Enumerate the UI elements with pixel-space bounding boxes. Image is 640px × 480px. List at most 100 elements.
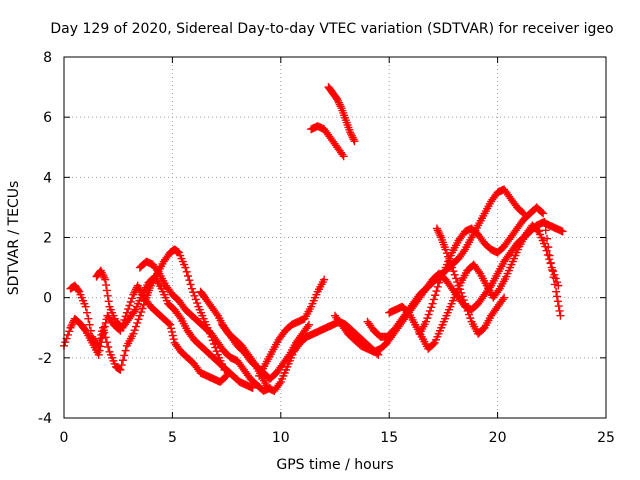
y-tick-label: 8 (43, 50, 52, 66)
data-point (303, 322, 312, 331)
data-point (544, 243, 553, 252)
data-point (543, 234, 552, 243)
data-point (554, 281, 563, 290)
data-point (546, 258, 555, 267)
data-point (94, 350, 103, 359)
data-point (494, 286, 503, 295)
data-point (133, 318, 142, 327)
data-point (100, 328, 109, 337)
data-point (96, 334, 105, 343)
data-point (130, 326, 139, 335)
data-point (459, 247, 468, 256)
data-point (498, 295, 507, 304)
data-point (427, 303, 436, 312)
data-point (99, 272, 108, 281)
data-point (554, 302, 563, 311)
data-point (134, 315, 143, 324)
data-point (320, 275, 329, 284)
data-point (549, 273, 558, 282)
data-point (457, 288, 466, 297)
data-point (435, 229, 444, 238)
data-point (130, 307, 139, 316)
x-tick-label: 5 (168, 430, 177, 446)
data-point (537, 208, 546, 217)
data-point (184, 272, 193, 281)
data-point (67, 321, 76, 330)
y-tick-label: 0 (43, 291, 52, 307)
data-point (429, 295, 438, 304)
data-point (275, 379, 284, 388)
data-point (175, 312, 184, 321)
data-point (349, 135, 358, 144)
data-point (539, 209, 548, 218)
data-point (104, 343, 113, 352)
data-point (189, 288, 198, 297)
data-point (500, 293, 509, 302)
data-point (193, 299, 202, 308)
data-point (186, 280, 195, 289)
data-point (63, 330, 72, 339)
data-point (545, 251, 554, 260)
data-point (118, 356, 127, 365)
data-point (423, 314, 432, 323)
data-point (212, 309, 221, 318)
data-point (103, 291, 112, 300)
data-point (187, 284, 196, 293)
data-point (100, 273, 109, 282)
data-point (552, 287, 561, 296)
data-point (86, 326, 95, 335)
x-axis-label: GPS time / hours (276, 457, 394, 473)
data-point (433, 226, 442, 235)
data-point (474, 267, 483, 276)
data-point (212, 347, 221, 356)
data-point (454, 281, 463, 290)
data-point (550, 280, 559, 289)
data-point (99, 323, 108, 332)
data-point (455, 285, 464, 294)
y-axis-label: SDTVAR / TECUs (6, 180, 22, 296)
data-point (101, 318, 110, 327)
data-point (334, 96, 343, 105)
data-point (432, 224, 441, 233)
data-point (84, 314, 93, 323)
data-point (138, 304, 147, 313)
data-point (556, 311, 565, 320)
data-point (190, 291, 199, 300)
x-tick-label: 0 (60, 430, 69, 446)
data-point (446, 259, 455, 268)
data-point (128, 294, 137, 303)
data-point (129, 329, 138, 338)
data-point (553, 292, 562, 301)
data-point (164, 319, 173, 328)
data-point (347, 130, 356, 139)
data-point (346, 128, 355, 137)
data-point (339, 152, 348, 161)
data-point (95, 338, 104, 347)
data-point (154, 267, 163, 276)
x-tick-label: 20 (489, 430, 507, 446)
data-point (458, 292, 467, 301)
data-point (304, 320, 313, 329)
data-point (117, 361, 126, 370)
data-point (221, 373, 230, 382)
grid-lines (64, 57, 606, 418)
data-point (130, 288, 139, 297)
data-point (167, 324, 176, 333)
data-point (335, 100, 344, 109)
data-point (125, 301, 134, 310)
data-point (425, 306, 434, 315)
data-point (464, 310, 473, 319)
y-tick-label: 4 (43, 170, 52, 186)
data-point (137, 308, 146, 317)
chart-title: Day 129 of 2020, Sidereal Day-to-day VTE… (50, 21, 614, 37)
data-point (461, 299, 470, 308)
data-point (347, 131, 356, 140)
data-point (444, 252, 453, 261)
data-point (542, 246, 551, 255)
x-tick-label: 25 (597, 430, 615, 446)
data-point (120, 351, 129, 360)
data-point (432, 287, 441, 296)
data-point (102, 281, 111, 290)
data-point (116, 365, 125, 374)
data-point (121, 346, 130, 355)
